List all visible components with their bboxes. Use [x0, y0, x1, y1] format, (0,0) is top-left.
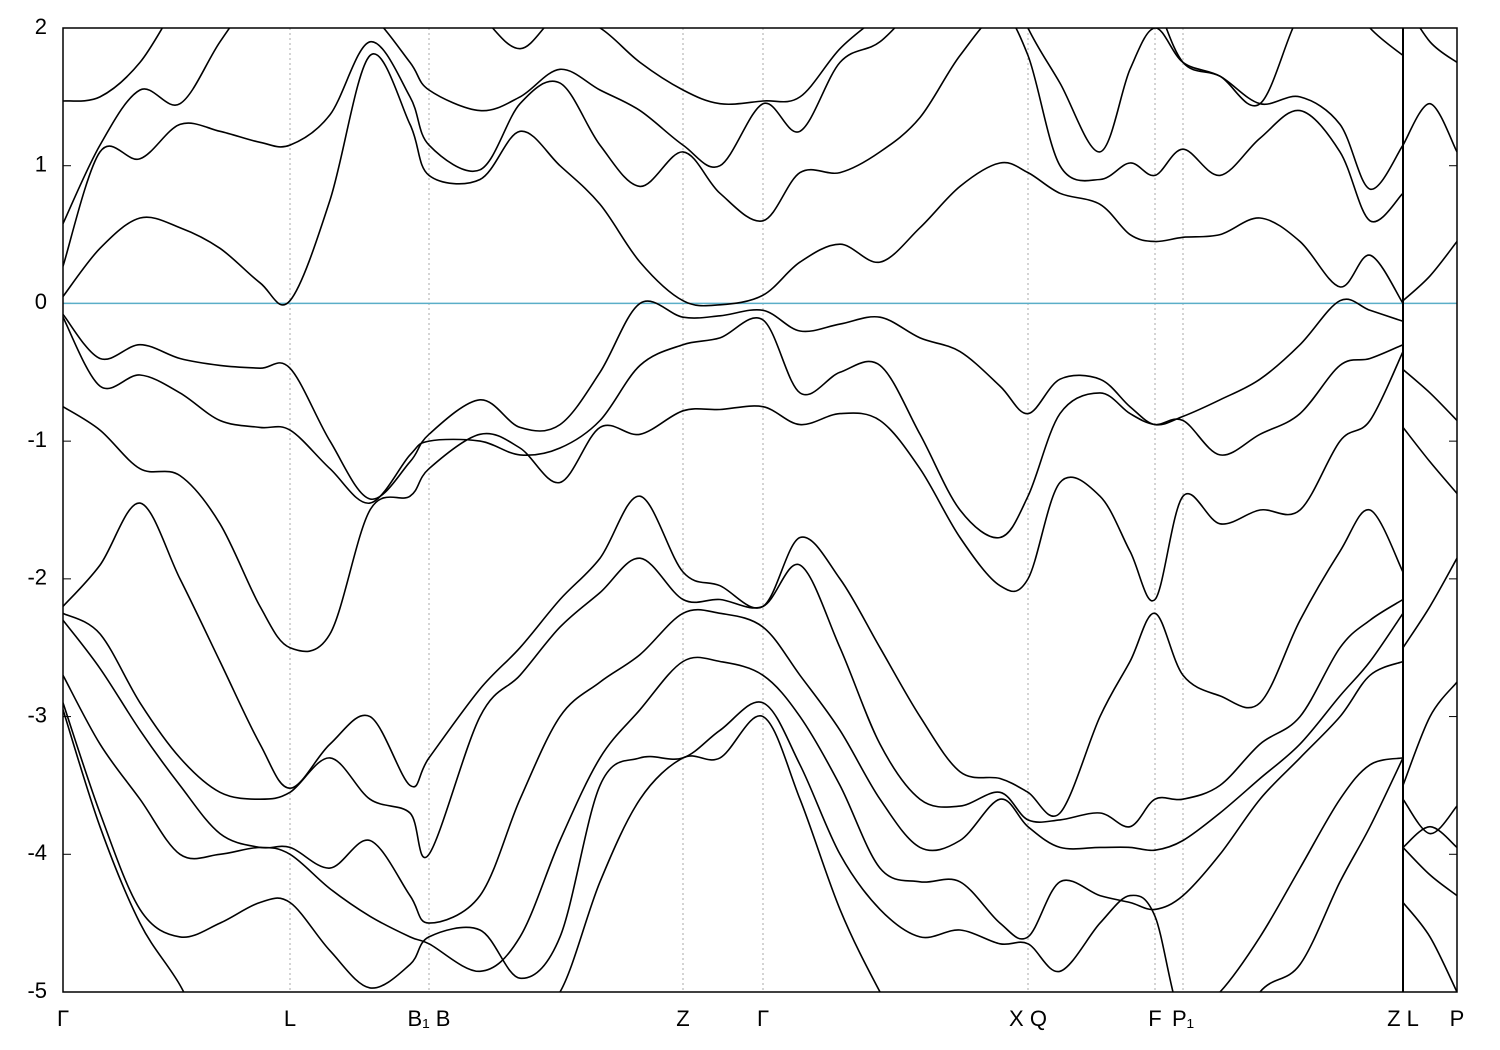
- y-tick-label: 1: [35, 152, 47, 177]
- tick-labels: -5 -4 -3 -2 -1 0 1 2 Γ L B₁ B Z Γ X Q F P₁ Z L P: [27, 14, 1464, 1031]
- band-line: [63, 709, 1404, 992]
- x-tick-label: P: [1450, 1006, 1465, 1031]
- band-line: [63, 316, 1457, 539]
- x-tick-label: P₁: [1172, 1006, 1194, 1031]
- y-tick-label: -2: [27, 565, 47, 590]
- y-tick-label: 0: [35, 289, 47, 314]
- band-line: [63, 28, 1457, 224]
- x-tick-label: F: [1148, 1006, 1161, 1031]
- x-tick-label: X Q: [1009, 1006, 1047, 1031]
- y-tick-label: -4: [27, 840, 47, 865]
- band-line: [63, 351, 1457, 653]
- band-line: [63, 557, 1457, 859]
- band-line: [63, 28, 1457, 267]
- x-tick-label: Γ: [57, 1006, 69, 1031]
- band-line: [63, 656, 1457, 973]
- band-line: [63, 53, 1457, 307]
- band-line: [63, 28, 1404, 107]
- band-line: [63, 701, 1457, 992]
- plot-frame: [62, 27, 1458, 993]
- band-line: [63, 298, 1457, 500]
- y-tick-label: -5: [27, 978, 47, 1003]
- x-tick-label: B₁ B: [408, 1006, 451, 1031]
- x-tick-label: Γ: [757, 1006, 769, 1031]
- y-tick-label: -1: [27, 427, 47, 452]
- x-tick-label: Z: [676, 1006, 689, 1031]
- y-tick-label: -3: [27, 702, 47, 727]
- x-tick-label: L: [284, 1006, 296, 1031]
- bands: [63, 28, 1457, 992]
- x-tick-label: Z L: [1387, 1006, 1419, 1031]
- y-tick-label: 2: [35, 14, 47, 39]
- band-line: [63, 608, 1457, 924]
